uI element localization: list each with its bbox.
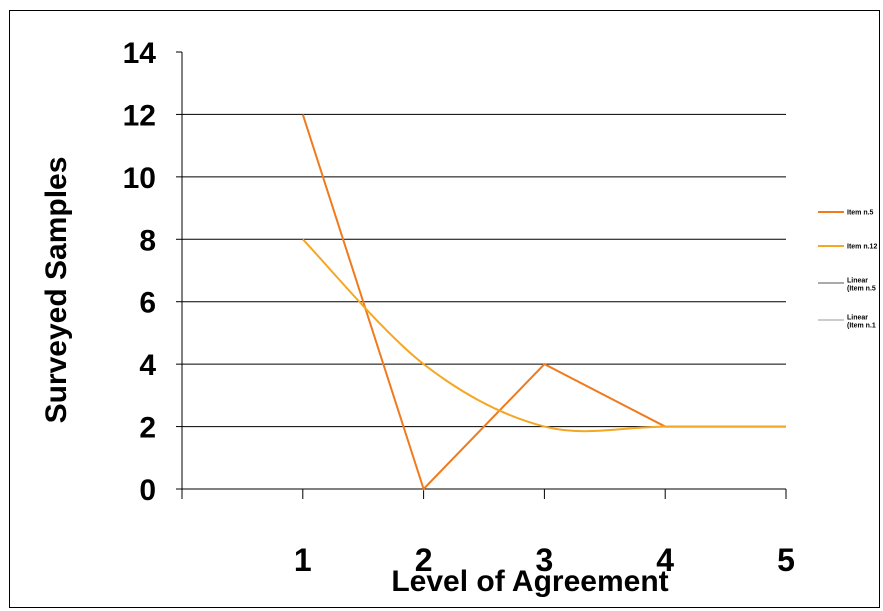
axes bbox=[176, 51, 787, 499]
gridlines bbox=[182, 113, 786, 428]
legend-label: Item n.5 bbox=[847, 210, 874, 217]
y-tick-label: 8 bbox=[139, 224, 156, 257]
series-line-2 bbox=[302, 238, 786, 433]
y-tick-label: 6 bbox=[139, 287, 156, 320]
x-tick-label: 3 bbox=[536, 542, 554, 578]
y-tick-label: 14 bbox=[123, 37, 157, 70]
y-axis-title: Surveyed Samples bbox=[40, 157, 73, 424]
x-axis-title: Level of Agreement bbox=[391, 565, 668, 598]
y-tick-label: 12 bbox=[123, 99, 156, 132]
y-tick-label: 2 bbox=[139, 412, 156, 445]
legend-label: Item n.12 bbox=[847, 244, 877, 251]
series-lines bbox=[301, 114, 787, 491]
y-tick-label: 0 bbox=[139, 474, 156, 507]
legend-label: (Item n.5 bbox=[847, 286, 876, 293]
y-tick-label: 10 bbox=[123, 162, 156, 195]
y-tick-label: 4 bbox=[139, 349, 156, 382]
x-tick-label: 4 bbox=[656, 542, 674, 578]
x-tick-label: 5 bbox=[777, 542, 795, 578]
x-tick-label: 1 bbox=[294, 542, 312, 578]
legend-label: Linear bbox=[847, 315, 868, 322]
x-tick-labels: 1 2 3 4 5 bbox=[294, 542, 795, 578]
legend-label: Linear bbox=[847, 278, 868, 285]
x-tick-label: 2 bbox=[415, 542, 433, 578]
y-tick-labels: 0 2 4 6 8 10 12 14 bbox=[123, 37, 157, 507]
legend-label: (Item n.1 bbox=[847, 323, 876, 330]
chart-frame bbox=[9, 10, 880, 608]
